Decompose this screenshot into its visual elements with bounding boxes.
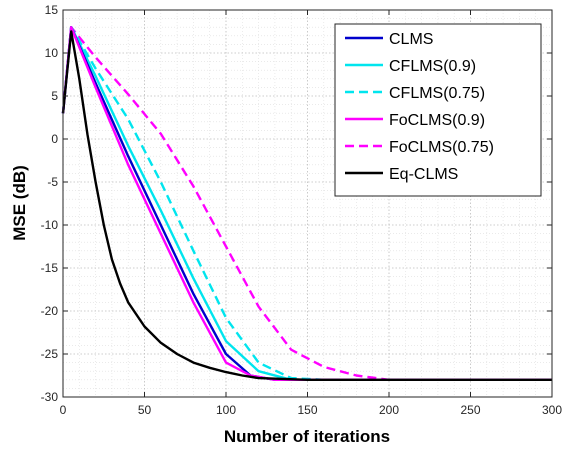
tick-marks	[62, 9, 553, 398]
x-tick-label: 50	[138, 403, 152, 417]
y-tick-label: 0	[51, 132, 58, 146]
x-tick-label: 300	[542, 403, 562, 417]
x-tick-label: 150	[297, 403, 317, 417]
legend-box	[334, 23, 542, 197]
series-line-eq-clms	[61, 30, 552, 381]
y-tick-label: -5	[47, 175, 58, 189]
y-tick-label: -10	[41, 218, 59, 232]
y-tick-label: 10	[45, 46, 59, 60]
legend-label: CLMS	[389, 31, 433, 48]
y-tick-label: -30	[41, 390, 59, 404]
x-tick-label: 0	[60, 403, 67, 417]
y-tick-label: -15	[41, 261, 59, 275]
series-layer	[61, 26, 552, 381]
legend-label: CFLMS(0.9)	[389, 58, 476, 75]
legend: CLMS CFLMS(0.9) CFLMS(0.75) FoCLMS(0.9) FoCL…	[334, 23, 542, 197]
y-tick-label: 15	[45, 3, 59, 17]
x-tick-label: 100	[216, 403, 236, 417]
legend-label: CFLMS(0.75)	[389, 85, 485, 102]
y-axis-title: MSE (dB)	[10, 165, 29, 241]
x-tick-label: 200	[379, 403, 399, 417]
y-tick-label: 5	[51, 89, 58, 103]
y-tick-label: -25	[41, 347, 59, 361]
legend-label: FoCLMS(0.9)	[389, 112, 485, 129]
x-tick-labels: 0 50 100 150 200 250 300	[60, 403, 563, 417]
y-tick-labels: 15 10 5 0 -5 -10 -15 -20 -25 -30	[41, 3, 59, 404]
legend-label: FoCLMS(0.75)	[389, 139, 494, 156]
y-tick-label: -20	[41, 304, 59, 318]
legend-label: Eq-CLMS	[389, 166, 458, 183]
x-axis-title: Number of iterations	[224, 427, 390, 446]
x-tick-label: 250	[460, 403, 480, 417]
